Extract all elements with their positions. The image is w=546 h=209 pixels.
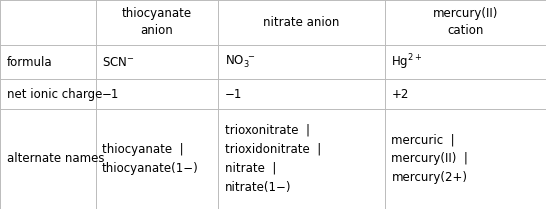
Text: thiocyanate
anion: thiocyanate anion <box>122 8 192 37</box>
Text: net ionic charge: net ionic charge <box>7 88 102 101</box>
Text: formula: formula <box>7 56 52 69</box>
Text: nitrate anion: nitrate anion <box>264 16 340 29</box>
Text: mercury(II)
cation: mercury(II) cation <box>433 8 498 37</box>
Text: alternate names: alternate names <box>7 152 104 165</box>
Text: +2: +2 <box>391 88 409 101</box>
Text: mercuric  |
mercury(II)  |
mercury(2+): mercuric | mercury(II) | mercury(2+) <box>391 133 468 184</box>
Text: trioxonitrate  |
trioxidonitrate  |
nitrate  |
nitrate(1−): trioxonitrate | trioxidonitrate | nitrat… <box>225 124 321 194</box>
Text: $\mathregular{NO_3^{\ -}}$: $\mathregular{NO_3^{\ -}}$ <box>225 54 256 70</box>
Text: −1: −1 <box>225 88 242 101</box>
Text: $\mathregular{SCN^{-}}$: $\mathregular{SCN^{-}}$ <box>102 56 135 69</box>
Text: −1: −1 <box>102 88 120 101</box>
Text: $\mathregular{Hg^{2+}}$: $\mathregular{Hg^{2+}}$ <box>391 52 423 72</box>
Text: thiocyanate  |
thiocyanate(1−): thiocyanate | thiocyanate(1−) <box>102 143 199 175</box>
